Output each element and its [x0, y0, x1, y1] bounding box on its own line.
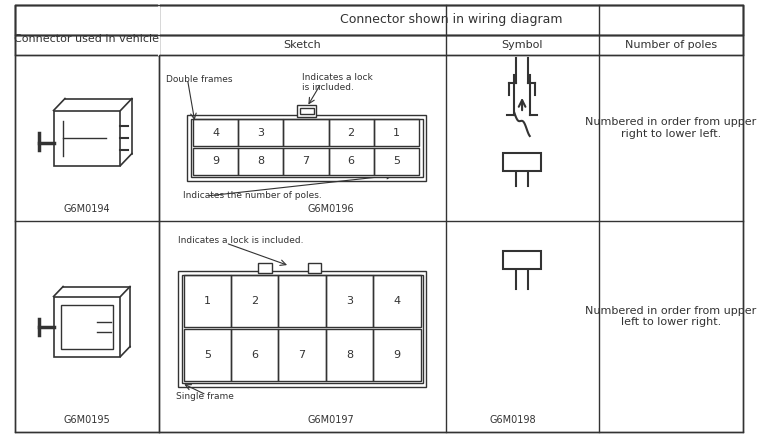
Bar: [61, 305, 113, 348]
Text: 4: 4: [393, 296, 401, 306]
Bar: [326, 275, 373, 327]
Bar: [53, 296, 120, 357]
Bar: [328, 148, 374, 175]
Bar: [278, 329, 326, 381]
Bar: [258, 263, 271, 273]
Bar: [238, 119, 284, 146]
Text: Double frames: Double frames: [167, 75, 233, 84]
Text: Numbered in order from upper
right to lower left.: Numbered in order from upper right to lo…: [585, 117, 756, 139]
Text: 8: 8: [258, 156, 264, 166]
Bar: [183, 329, 231, 381]
Bar: [328, 119, 374, 146]
Bar: [194, 119, 238, 146]
Text: 5: 5: [392, 156, 399, 166]
Bar: [326, 329, 373, 381]
Text: Indicates the number of poles.: Indicates the number of poles.: [183, 191, 322, 201]
Text: 4: 4: [212, 128, 219, 138]
Bar: [238, 148, 284, 175]
Text: 7: 7: [302, 156, 309, 166]
Bar: [373, 329, 421, 381]
Bar: [15, 5, 743, 35]
Text: Number of poles: Number of poles: [625, 40, 717, 50]
Bar: [374, 148, 419, 175]
Text: 9: 9: [393, 350, 401, 360]
Text: 3: 3: [346, 296, 353, 306]
Bar: [374, 119, 419, 146]
Text: Connector used in vehicle: Connector used in vehicle: [15, 34, 160, 44]
Bar: [231, 275, 278, 327]
Bar: [300, 108, 314, 114]
Text: 1: 1: [204, 296, 210, 306]
Text: 7: 7: [298, 350, 306, 360]
Text: 2: 2: [251, 296, 258, 306]
Bar: [278, 275, 326, 327]
Text: 3: 3: [258, 128, 264, 138]
Bar: [15, 35, 743, 55]
Bar: [284, 119, 328, 146]
Bar: [298, 105, 317, 117]
Text: 1: 1: [392, 128, 399, 138]
Text: G6M0195: G6M0195: [64, 415, 110, 425]
Text: Single frame: Single frame: [176, 392, 234, 401]
Text: 5: 5: [204, 350, 210, 360]
Bar: [178, 271, 426, 387]
Text: G6M0197: G6M0197: [308, 415, 354, 425]
Text: G6M0198: G6M0198: [490, 415, 536, 425]
Bar: [194, 148, 238, 175]
Bar: [503, 251, 541, 269]
Bar: [373, 275, 421, 327]
Text: Connector shown in wiring diagram: Connector shown in wiring diagram: [339, 14, 562, 27]
Bar: [183, 275, 231, 327]
Text: G6M0196: G6M0196: [308, 204, 354, 214]
Text: 9: 9: [212, 156, 219, 166]
Text: G6M0194: G6M0194: [64, 204, 110, 214]
Text: Sketch: Sketch: [283, 40, 321, 50]
Bar: [187, 115, 426, 181]
Bar: [231, 329, 278, 381]
Bar: [284, 148, 328, 175]
Bar: [308, 263, 322, 273]
Text: 6: 6: [251, 350, 258, 360]
Text: Symbol: Symbol: [501, 40, 543, 50]
Bar: [503, 153, 541, 171]
Bar: [53, 111, 120, 166]
Bar: [182, 275, 423, 383]
Text: 8: 8: [346, 350, 353, 360]
Text: 6: 6: [348, 156, 355, 166]
Text: Indicates a lock is included.: Indicates a lock is included.: [178, 236, 303, 245]
Text: Numbered in order from upper
left to lower right.: Numbered in order from upper left to low…: [585, 306, 756, 327]
Text: Indicates a lock
is included.: Indicates a lock is included.: [302, 73, 373, 92]
Bar: [15, 5, 743, 35]
Bar: [191, 119, 423, 177]
Text: 2: 2: [348, 128, 355, 138]
